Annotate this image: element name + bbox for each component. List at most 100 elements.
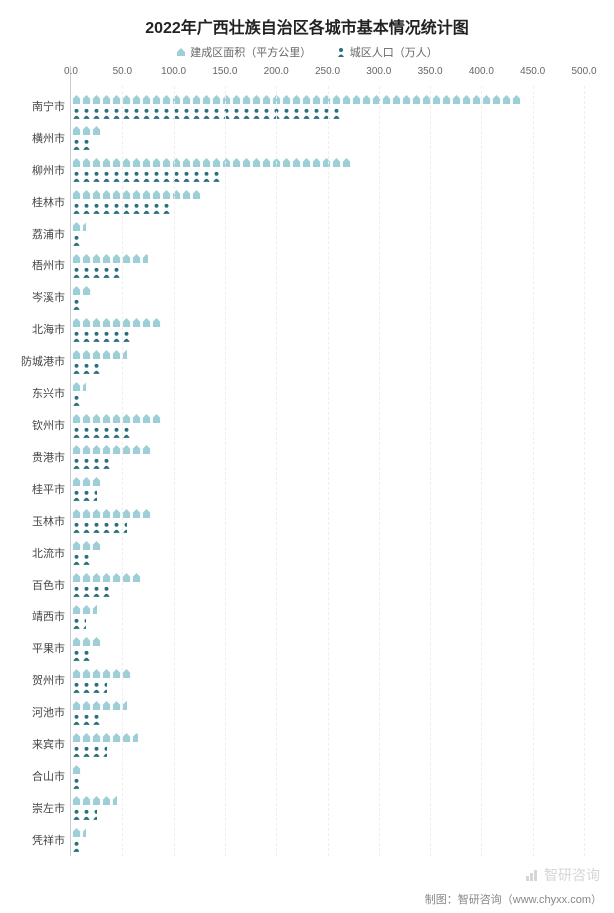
house-icon bbox=[81, 699, 91, 711]
house-icon bbox=[131, 572, 141, 584]
house-icon bbox=[141, 412, 151, 424]
series-pop bbox=[71, 297, 81, 311]
series-area bbox=[71, 634, 102, 648]
house-icon bbox=[101, 731, 111, 743]
house-icon bbox=[91, 157, 101, 169]
house-icon bbox=[131, 444, 141, 456]
series-area bbox=[71, 666, 133, 680]
house-icon bbox=[91, 667, 101, 679]
house-icon bbox=[381, 93, 391, 105]
person-icon bbox=[191, 107, 201, 119]
house-icon bbox=[131, 93, 141, 105]
house-icon bbox=[161, 189, 171, 201]
house-icon bbox=[101, 508, 111, 520]
house-icon bbox=[131, 316, 141, 328]
y-label: 凭祥市 bbox=[32, 832, 71, 848]
series-area bbox=[71, 507, 153, 521]
house-icon bbox=[231, 93, 241, 105]
person-icon bbox=[141, 171, 151, 183]
person-icon bbox=[81, 522, 91, 534]
house-icon bbox=[311, 93, 321, 105]
house-icon bbox=[131, 157, 141, 169]
house-icon bbox=[91, 253, 101, 265]
series-area bbox=[71, 124, 102, 138]
y-label: 钦州市 bbox=[32, 417, 71, 433]
house-icon bbox=[111, 189, 121, 201]
series-pop bbox=[71, 489, 97, 503]
series-area bbox=[71, 571, 143, 585]
series-area bbox=[71, 730, 138, 744]
house-icon bbox=[91, 508, 101, 520]
person-icon bbox=[91, 522, 101, 534]
house-icon bbox=[71, 253, 81, 265]
house-icon bbox=[131, 412, 141, 424]
house-icon bbox=[81, 93, 91, 105]
y-label: 平果市 bbox=[32, 640, 71, 656]
person-icon bbox=[211, 171, 221, 183]
person-icon bbox=[101, 330, 111, 342]
person-icon bbox=[201, 171, 211, 183]
person-icon bbox=[91, 426, 101, 438]
house-icon bbox=[111, 572, 121, 584]
series-area bbox=[71, 603, 97, 617]
house-icon bbox=[291, 93, 301, 105]
house-icon bbox=[101, 93, 111, 105]
house-icon bbox=[341, 157, 351, 169]
person-icon bbox=[111, 267, 121, 279]
house-icon bbox=[71, 827, 81, 839]
series-pop bbox=[71, 266, 122, 280]
person-icon bbox=[81, 458, 91, 470]
person-icon bbox=[81, 809, 91, 821]
house-icon bbox=[101, 316, 111, 328]
logo-icon bbox=[524, 867, 540, 883]
house-icon bbox=[71, 508, 81, 520]
legend-label: 城区人口（万人） bbox=[350, 44, 438, 60]
house-icon bbox=[501, 93, 511, 105]
chart-title: 2022年广西壮族自治区各城市基本情况统计图 bbox=[10, 14, 604, 38]
person-icon bbox=[81, 713, 91, 725]
y-label: 梧州市 bbox=[32, 257, 71, 273]
house-icon bbox=[101, 157, 111, 169]
house-icon bbox=[91, 93, 101, 105]
house-icon bbox=[101, 572, 111, 584]
series-area bbox=[71, 156, 358, 170]
house-icon bbox=[181, 157, 191, 169]
series-pop bbox=[71, 553, 92, 567]
y-label: 桂林市 bbox=[32, 194, 71, 210]
series-area bbox=[71, 379, 86, 393]
series-pop bbox=[71, 840, 79, 854]
person-icon bbox=[101, 203, 111, 215]
house-icon bbox=[321, 157, 331, 169]
x-tick: 350.0 bbox=[418, 66, 443, 77]
house-icon bbox=[251, 93, 261, 105]
y-label: 横州市 bbox=[32, 130, 71, 146]
person-icon bbox=[81, 618, 86, 630]
house-icon bbox=[301, 93, 311, 105]
series-pop bbox=[71, 329, 133, 343]
x-tick: 100.0 bbox=[161, 66, 186, 77]
house-icon bbox=[111, 412, 121, 424]
y-label: 柳州市 bbox=[32, 162, 71, 178]
house-icon bbox=[191, 189, 201, 201]
house-icon bbox=[81, 572, 91, 584]
house-icon bbox=[71, 348, 81, 360]
person-icon bbox=[181, 107, 191, 119]
person-icon bbox=[111, 203, 121, 215]
house-icon bbox=[71, 93, 81, 105]
house-icon bbox=[221, 157, 231, 169]
house-icon bbox=[71, 635, 81, 647]
house-icon bbox=[111, 157, 121, 169]
x-tick: 400.0 bbox=[469, 66, 494, 77]
person-icon bbox=[91, 490, 97, 502]
house-icon bbox=[71, 157, 81, 169]
house-icon bbox=[91, 572, 101, 584]
person-icon bbox=[291, 107, 301, 119]
person-icon bbox=[71, 713, 81, 725]
series-area bbox=[71, 539, 102, 553]
house-icon bbox=[101, 348, 111, 360]
person-icon bbox=[81, 362, 91, 374]
house-icon bbox=[191, 157, 201, 169]
watermark-text: 智研咨询 bbox=[544, 865, 600, 885]
house-icon bbox=[71, 412, 81, 424]
gridline bbox=[122, 86, 123, 856]
